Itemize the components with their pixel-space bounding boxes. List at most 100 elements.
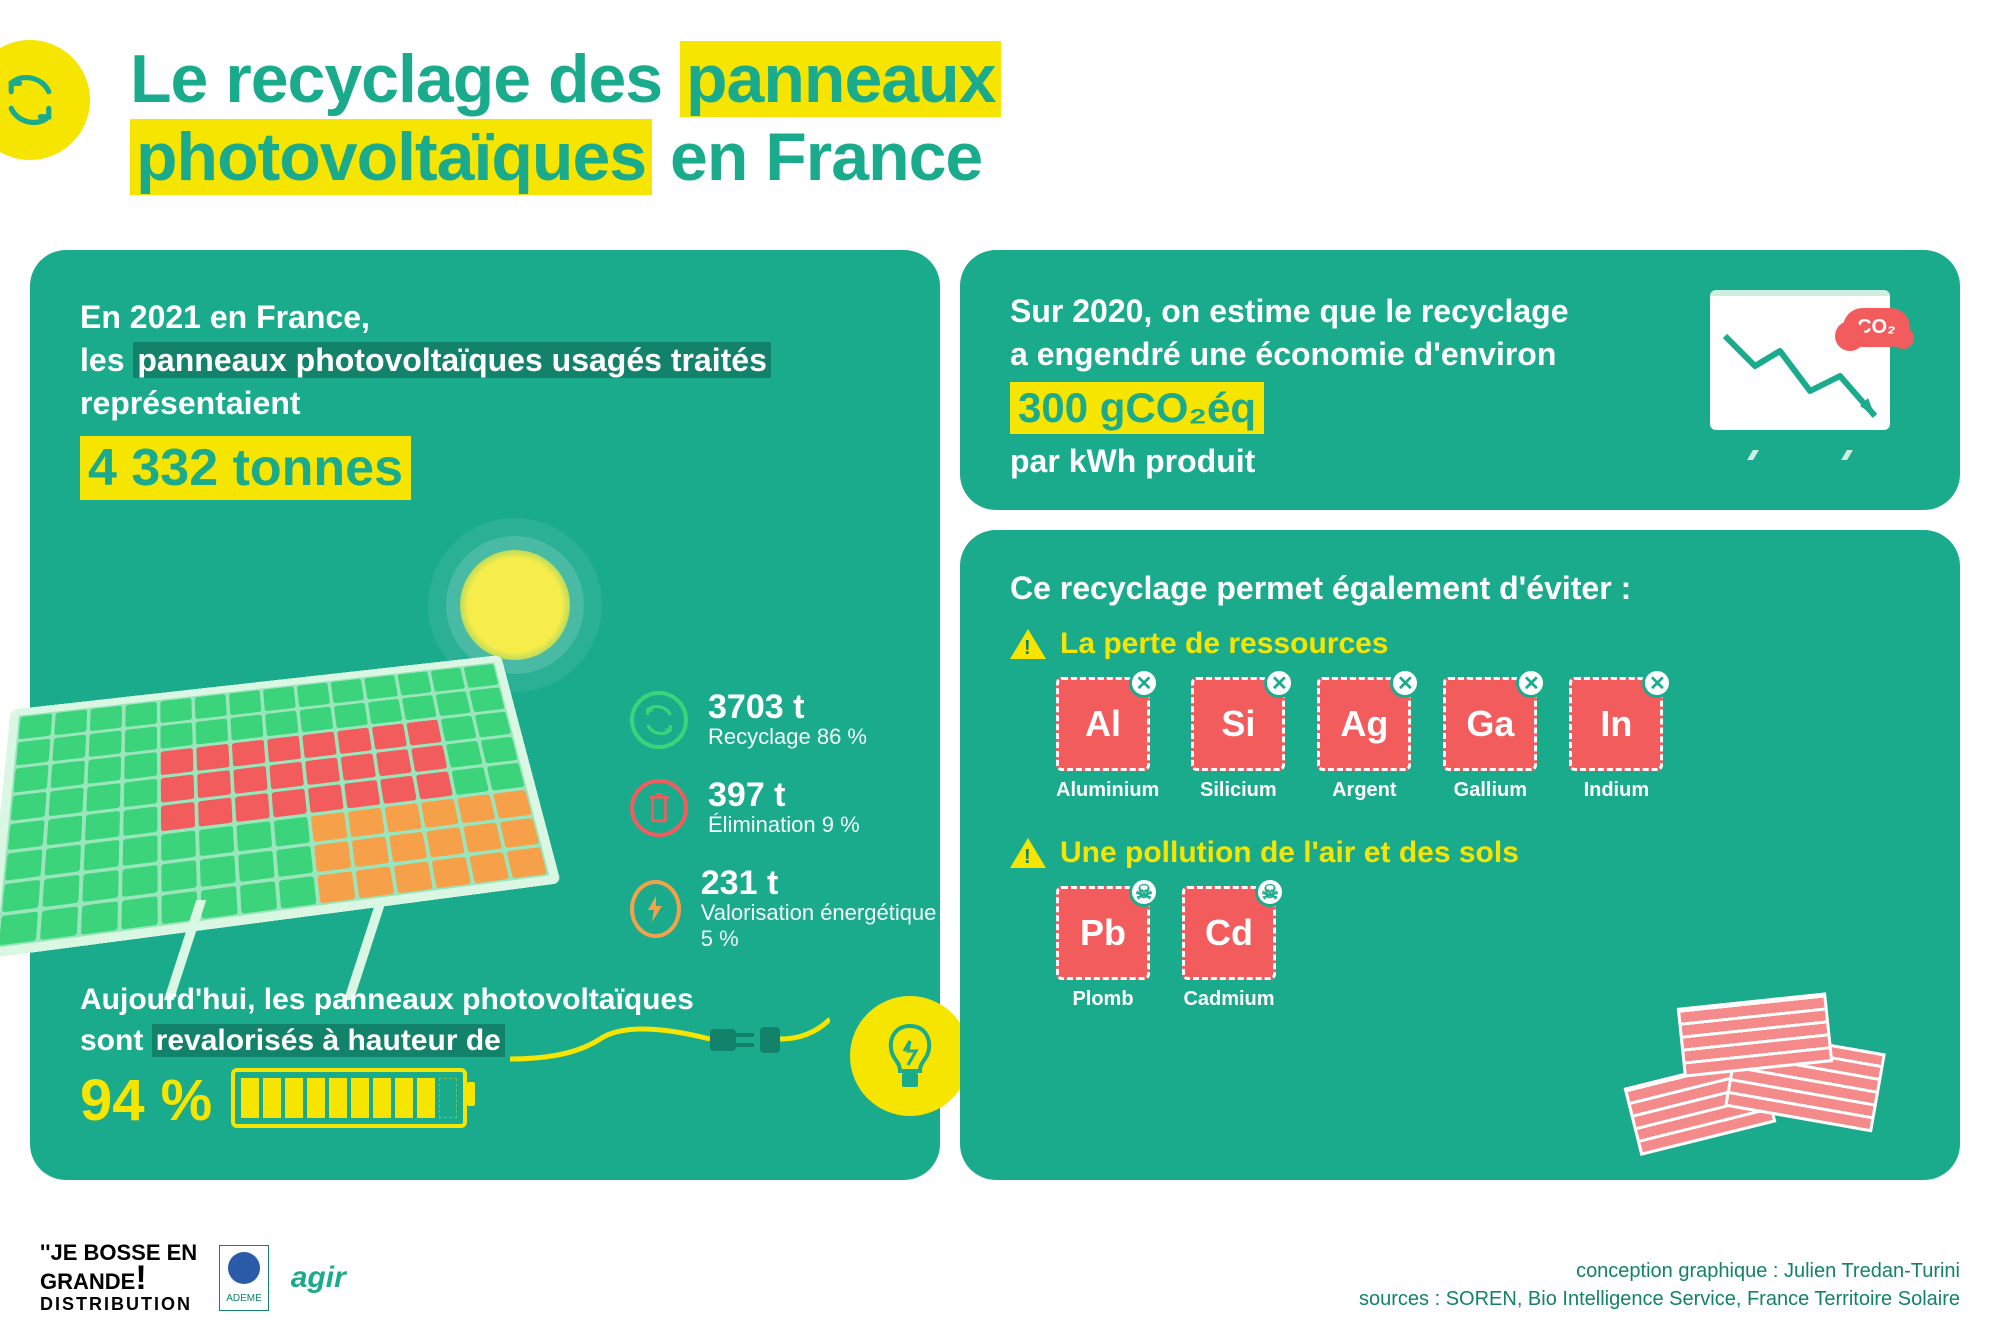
recycle-icon	[5, 75, 55, 125]
element-badge-icon: ✕	[1390, 668, 1420, 698]
solar-cell	[81, 901, 118, 935]
element-name: Argent	[1317, 779, 1411, 802]
intro-line-2-pre: les	[80, 342, 133, 378]
element-name: Plomb	[1056, 988, 1150, 1011]
solar-cell	[411, 745, 447, 772]
solar-cell	[376, 749, 412, 776]
solar-cell	[436, 691, 471, 716]
solar-cell	[87, 756, 121, 784]
logo-agir: agir	[291, 1261, 346, 1295]
revalorisation-block: Aujourd'hui, les panneaux photovoltaïque…	[80, 980, 880, 1134]
logo1-l2: GRANDE	[40, 1269, 135, 1294]
solar-cell	[263, 686, 296, 711]
solar-cell	[196, 744, 229, 771]
solar-cell	[85, 811, 120, 841]
solar-cell	[308, 784, 344, 813]
solar-cell	[199, 826, 234, 856]
recycle-icon	[630, 691, 688, 749]
element-box: Al✕	[1056, 677, 1150, 771]
logo-ademe: ADEME	[219, 1245, 269, 1311]
solar-cell	[86, 783, 120, 812]
solar-cell	[352, 836, 390, 867]
breakdown-label: Élimination 9 %	[708, 812, 860, 838]
solar-cell	[384, 803, 421, 832]
solar-cell	[40, 906, 78, 940]
breakdown-item: 397 tÉlimination 9 %	[630, 778, 940, 838]
solar-cell	[302, 732, 336, 759]
solar-panel-graphic	[0, 600, 610, 940]
title-text-2: en France	[652, 119, 982, 195]
title-highlight-1: panneaux	[680, 41, 1001, 117]
element-badge-icon: ✕	[1129, 668, 1159, 698]
pct-94: 94 %	[80, 1067, 212, 1134]
solar-cell	[42, 875, 79, 907]
page-title: Le recyclage des panneaux photovoltaïque…	[130, 40, 1001, 196]
solar-cell	[197, 770, 231, 798]
co2-cloud: CO₂	[1843, 308, 1910, 347]
solar-cell	[311, 812, 348, 842]
solar-cell	[18, 713, 52, 739]
element-box: Ga✕	[1443, 677, 1537, 771]
solar-cell	[54, 709, 87, 735]
battery-bar	[351, 1078, 369, 1118]
credit-line-2: sources : SOREN, Bio Intelligence Servic…	[1359, 1285, 1960, 1313]
solar-cell	[279, 876, 317, 908]
solar-cell	[416, 771, 453, 799]
solar-cell	[463, 822, 502, 852]
bulb-icon	[880, 1021, 940, 1091]
solar-cell	[161, 748, 194, 775]
battery-bar	[285, 1078, 303, 1118]
solar-cell	[372, 723, 407, 749]
element-name: Aluminium	[1056, 779, 1159, 802]
element-in: In✕Indium	[1569, 677, 1663, 802]
left-panel: En 2021 en France, les panneaux photovol…	[30, 250, 940, 1180]
solar-cell	[16, 739, 51, 766]
solar-cell	[161, 860, 196, 892]
solar-cell	[300, 707, 334, 733]
solar-cell	[195, 694, 227, 719]
element-si: Si✕Silicium	[1191, 677, 1285, 802]
solar-cell	[500, 818, 539, 848]
element-badge-icon: ✕	[1264, 668, 1294, 698]
element-name: Silicium	[1191, 779, 1285, 802]
right-top-panel: Sur 2020, on estime que le recyclage a e…	[960, 250, 1960, 510]
solar-cell	[464, 664, 499, 688]
solar-cell	[2, 880, 40, 913]
solar-cell	[446, 741, 483, 768]
recycle-badge	[0, 40, 90, 160]
solar-cell	[297, 683, 330, 708]
solar-cell	[161, 774, 194, 802]
panel-debris	[1610, 980, 1930, 1160]
warning-icon	[1010, 629, 1046, 659]
solar-cell	[237, 821, 273, 851]
solar-cell	[451, 767, 488, 795]
solar-cell	[90, 706, 122, 732]
element-ga: Ga✕Gallium	[1443, 677, 1537, 802]
breakdown-value: 231 t	[701, 866, 940, 900]
solar-cell	[125, 702, 157, 728]
solar-cell	[269, 762, 304, 790]
solar-cell	[265, 711, 298, 737]
element-ag: Ag✕Argent	[1317, 677, 1411, 802]
solar-cell	[13, 765, 48, 793]
solar-cell	[334, 703, 368, 729]
bolt-icon	[630, 880, 681, 938]
element-badge-icon: ✕	[1516, 668, 1546, 698]
header: Le recyclage des panneaux photovoltaïque…	[0, 30, 1001, 196]
intro-line-2-hl: panneaux photovoltaïques usagés traités	[133, 342, 770, 378]
cloud-label: CO₂	[1857, 316, 1896, 338]
logo1-l1: ''JE BOSSE EN	[40, 1240, 197, 1265]
total-tonnes: 4 332 tonnes	[80, 436, 411, 500]
solar-cell	[348, 808, 385, 838]
solar-cell	[421, 799, 459, 828]
bottom-line-2-hl: revalorisés à hauteur de	[152, 1024, 505, 1057]
element-box: Cd☠	[1182, 886, 1276, 980]
intro-text: En 2021 en France, les panneaux photovol…	[80, 296, 890, 426]
solar-cell	[196, 718, 229, 744]
breakdown-item: 231 tValorisation énergétique 5 %	[630, 866, 940, 952]
logo1-l3: DISTRIBUTION	[40, 1294, 192, 1314]
pollution-label: Une pollution de l'air et des sols	[1060, 836, 1519, 870]
solar-cell	[469, 852, 509, 883]
solar-cell	[201, 886, 238, 919]
solar-cell	[122, 865, 158, 897]
